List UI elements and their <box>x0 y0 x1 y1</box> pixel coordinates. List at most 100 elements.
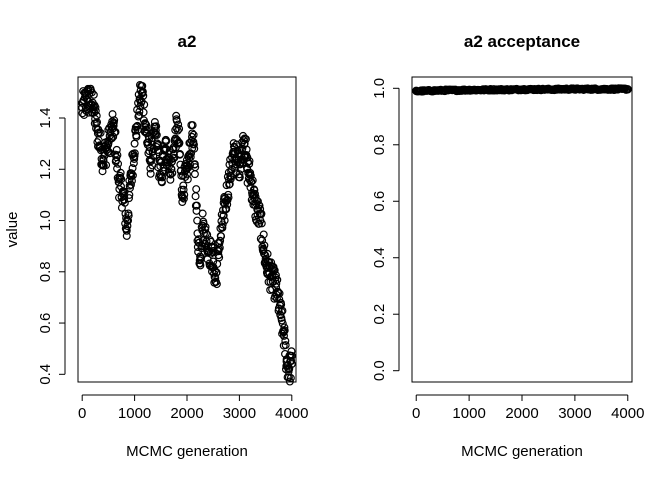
data-point <box>433 86 442 95</box>
data-point <box>135 96 144 105</box>
data-point <box>190 160 199 169</box>
data-point <box>287 351 296 360</box>
data-point <box>422 86 431 95</box>
data-points <box>78 80 296 386</box>
data-point <box>127 172 136 181</box>
x-axis: 0 1000 2000 3000 4000 <box>78 394 308 422</box>
x-axis-label: MCMC generation <box>461 443 583 460</box>
data-point <box>172 116 181 125</box>
data-point <box>201 229 210 238</box>
data-point <box>602 85 611 94</box>
data-point <box>245 157 254 166</box>
data-point <box>113 151 122 160</box>
data-point <box>280 326 289 335</box>
data-point <box>182 165 191 174</box>
data-point <box>235 160 244 169</box>
data-point <box>142 120 151 129</box>
data-point <box>281 341 290 350</box>
data-point <box>93 129 102 138</box>
data-point <box>146 157 155 166</box>
data-point <box>285 377 294 386</box>
data-point <box>279 331 288 340</box>
data-point <box>507 85 516 94</box>
data-point <box>183 175 192 184</box>
data-point <box>256 216 265 225</box>
plot-frame <box>77 76 297 383</box>
data-point <box>275 289 284 298</box>
data-point <box>219 211 228 220</box>
data-point <box>184 151 193 160</box>
data-point <box>156 172 165 181</box>
data-point <box>166 170 175 179</box>
data-point <box>286 374 295 383</box>
data-point <box>135 107 144 116</box>
data-point <box>264 270 273 279</box>
data-point <box>260 249 269 258</box>
data-point <box>122 226 131 235</box>
data-point <box>216 236 225 245</box>
chart-title: a2 acceptance <box>464 32 580 51</box>
data-point <box>109 132 118 141</box>
data-point <box>549 85 558 94</box>
y-axis-label: value <box>4 212 21 248</box>
data-point <box>256 205 265 214</box>
data-point <box>172 124 181 133</box>
data-point <box>539 85 548 94</box>
data-point <box>517 85 526 94</box>
data-point <box>191 163 200 172</box>
data-point <box>191 192 200 201</box>
data-point <box>162 137 171 146</box>
data-point <box>194 235 203 244</box>
data-point <box>272 279 281 288</box>
data-point <box>251 201 260 210</box>
data-point <box>240 134 249 143</box>
data-point <box>179 181 188 190</box>
data-point <box>528 85 537 94</box>
data-point <box>167 165 176 174</box>
data-point <box>128 171 137 180</box>
data-point <box>122 231 131 240</box>
data-point <box>116 173 125 182</box>
data-point <box>623 85 632 94</box>
data-point <box>176 150 185 159</box>
data-point <box>109 121 118 130</box>
data-point <box>188 121 197 130</box>
data-point <box>475 85 484 94</box>
data-point <box>218 223 227 232</box>
data-point <box>190 170 199 179</box>
data-point <box>224 175 233 184</box>
data-point <box>140 100 149 109</box>
y-tick-label: 0.8 <box>37 261 54 282</box>
x-tick-label: 1000 <box>118 405 151 422</box>
x-tick-label: 3000 <box>223 405 256 422</box>
data-point <box>287 360 296 369</box>
panel-acceptance: a2 acceptance 0 1000 2000 3000 4000 MCMC gener… <box>371 32 644 460</box>
data-point <box>260 241 269 250</box>
data-point <box>196 252 205 261</box>
data-point <box>465 85 474 94</box>
data-point <box>273 275 282 284</box>
data-point <box>152 131 161 140</box>
data-point <box>217 232 226 241</box>
data-point <box>139 108 148 117</box>
data-point <box>151 129 160 138</box>
data-point <box>209 246 218 255</box>
data-point <box>130 139 139 148</box>
data-point <box>218 220 227 229</box>
data-point <box>198 209 207 218</box>
data-point <box>105 149 114 158</box>
data-point <box>261 257 270 266</box>
data-point <box>281 336 290 345</box>
data-point <box>154 140 163 149</box>
data-point <box>203 242 212 251</box>
data-point <box>280 323 289 332</box>
data-point <box>214 247 223 256</box>
data-point <box>496 85 505 94</box>
data-point <box>141 119 150 128</box>
data-point <box>125 190 134 199</box>
chart-title: a2 <box>178 32 197 51</box>
data-point <box>150 118 159 127</box>
data-point <box>99 155 108 164</box>
x-tick-label: 0 <box>78 405 86 422</box>
data-point <box>151 126 160 135</box>
